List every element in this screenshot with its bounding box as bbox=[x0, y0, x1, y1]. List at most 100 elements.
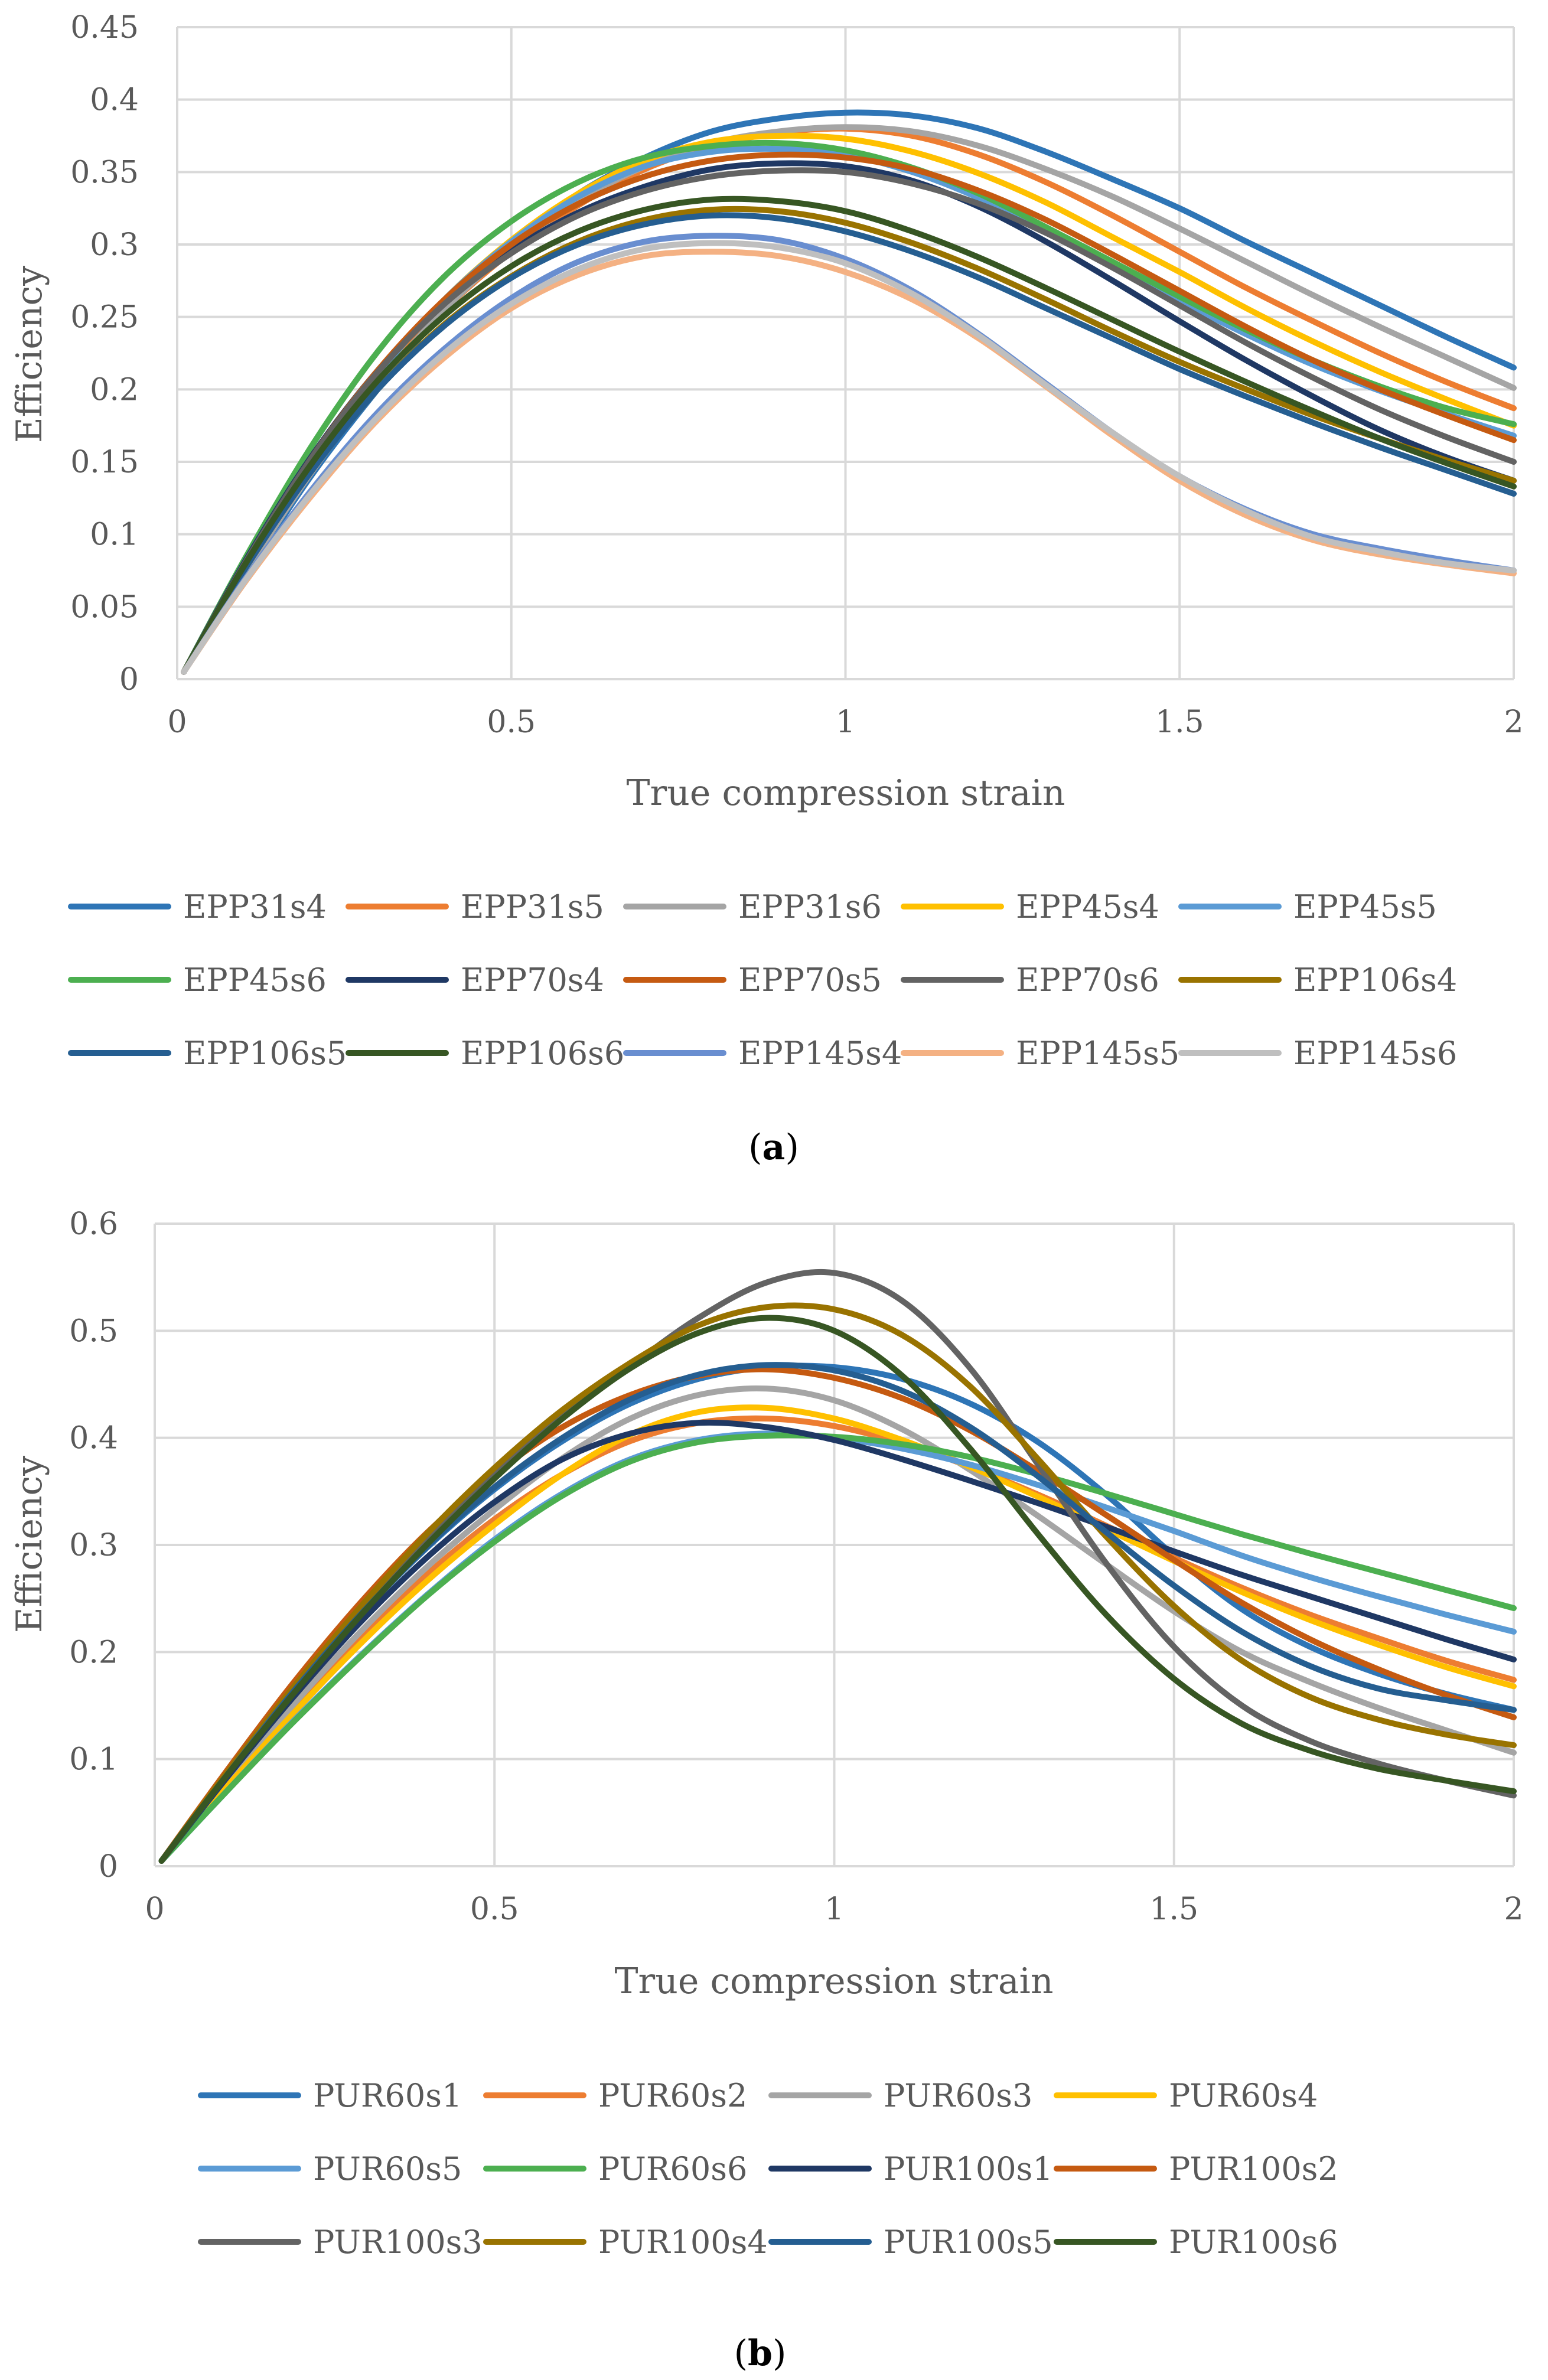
y-tick-label-a-9: 0.45 bbox=[70, 10, 139, 45]
series-line-EPP145s6 bbox=[181, 240, 1517, 675]
series-line-PUR60s2 bbox=[158, 1415, 1517, 1864]
series-line-EPP106s6 bbox=[181, 195, 1517, 675]
legend-label-PUR60s6: PUR60s6 bbox=[598, 2150, 747, 2187]
legend-label-EPP45s6: EPP45s6 bbox=[183, 961, 327, 999]
legend-label-PUR100s2: PUR100s2 bbox=[1169, 2150, 1338, 2187]
legend-item-PUR60s4: PUR60s4 bbox=[1054, 2077, 1318, 2114]
legend-label-EPP45s4: EPP45s4 bbox=[1016, 888, 1159, 925]
x-tick-label-b-1: 0.5 bbox=[470, 1892, 519, 1927]
legend-label-EPP106s5: EPP106s5 bbox=[183, 1035, 347, 1072]
legend-label-PUR60s2: PUR60s2 bbox=[598, 2077, 747, 2114]
x-axis-title-a: True compression strain bbox=[627, 772, 1065, 814]
y-tick-labels-b: 0 0.1 0.2 0.3 0.4 0.5 0.6 bbox=[69, 1207, 118, 1885]
y-tick-label-a-8: 0.4 bbox=[90, 83, 139, 118]
y-tick-label-a-4: 0.2 bbox=[90, 372, 139, 407]
legend-label-PUR60s5: PUR60s5 bbox=[313, 2150, 462, 2187]
x-tick-label-a-0: 0 bbox=[167, 705, 187, 740]
series-line-PUR100s3 bbox=[158, 1269, 1517, 1864]
legend-label-EPP145s6: EPP145s6 bbox=[1293, 1035, 1457, 1072]
legend-item-EPP145s6: EPP145s6 bbox=[1178, 1035, 1457, 1072]
y-tick-label-a-7: 0.35 bbox=[70, 155, 139, 190]
x-tick-label-a-4: 2 bbox=[1504, 705, 1523, 740]
gridlines-b bbox=[154, 1222, 1515, 1867]
legend-item-EPP70s4: EPP70s4 bbox=[346, 961, 604, 999]
x-tick-labels-a: 0 0.5 1 1.5 2 bbox=[167, 705, 1523, 740]
series-line-EPP70s6 bbox=[181, 167, 1517, 675]
legend-label-PUR60s1: PUR60s1 bbox=[313, 2077, 462, 2114]
series-line-EPP31s4 bbox=[181, 109, 1517, 675]
y-tick-label-a-2: 0.1 bbox=[90, 517, 139, 553]
y-tick-label-a-3: 0.15 bbox=[70, 445, 139, 480]
y-tick-label-b-3: 0.3 bbox=[69, 1528, 118, 1563]
legend-label-EPP70s5: EPP70s5 bbox=[738, 961, 882, 999]
legend-item-PUR60s2: PUR60s2 bbox=[483, 2077, 747, 2114]
legend-item-PUR60s6: PUR60s6 bbox=[483, 2150, 747, 2187]
legend-item-EPP45s6: EPP45s6 bbox=[68, 961, 327, 999]
legend-item-EPP145s4: EPP145s4 bbox=[623, 1035, 902, 1072]
x-tick-label-b-2: 1 bbox=[824, 1892, 844, 1927]
caption-label-a: a bbox=[762, 1127, 786, 1168]
legend-label-EPP145s4: EPP145s4 bbox=[738, 1035, 902, 1072]
y-tick-label-b-5: 0.5 bbox=[69, 1313, 118, 1349]
y-tick-label-a-6: 0.3 bbox=[90, 227, 139, 263]
legend-label-EPP145s5: EPP145s5 bbox=[1016, 1035, 1179, 1072]
legend-item-PUR60s5: PUR60s5 bbox=[198, 2150, 462, 2187]
legend-item-EPP106s4: EPP106s4 bbox=[1178, 961, 1457, 999]
legend-label-EPP106s4: EPP106s4 bbox=[1293, 961, 1457, 999]
legend-item-PUR60s1: PUR60s1 bbox=[198, 2077, 462, 2114]
series-lines-b bbox=[158, 1269, 1517, 1864]
legend-label-EPP70s4: EPP70s4 bbox=[461, 961, 604, 999]
legend-item-EPP31s6: EPP31s6 bbox=[623, 888, 882, 925]
legend-item-EPP70s5: EPP70s5 bbox=[623, 961, 882, 999]
legend-item-EPP145s5: EPP145s5 bbox=[901, 1035, 1179, 1072]
caption-b: (b) bbox=[734, 2333, 787, 2374]
legend-label-EPP106s6: EPP106s6 bbox=[461, 1035, 624, 1072]
y-tick-label-b-6: 0.6 bbox=[69, 1207, 118, 1242]
y-tick-label-b-0: 0 bbox=[99, 1849, 118, 1885]
legend-label-EPP45s5: EPP45s5 bbox=[1293, 888, 1437, 925]
legend-label-EPP70s6: EPP70s6 bbox=[1016, 961, 1159, 999]
legend-item-EPP45s4: EPP45s4 bbox=[901, 888, 1159, 925]
legend-a: EPP31s4 EPP31s5 EPP31s6 EPP45s4 EPP45s5 EPP45… bbox=[68, 888, 1457, 1072]
y-tick-label-a-5: 0.25 bbox=[70, 300, 139, 335]
y-tick-label-b-1: 0.1 bbox=[69, 1742, 118, 1778]
y-tick-label-b-2: 0.2 bbox=[69, 1635, 118, 1670]
legend-item-EPP106s5: EPP106s5 bbox=[68, 1035, 347, 1072]
x-tick-label-b-4: 2 bbox=[1504, 1892, 1523, 1927]
series-lines-a bbox=[181, 109, 1517, 675]
legend-item-PUR100s6: PUR100s6 bbox=[1054, 2223, 1338, 2261]
x-tick-label-b-0: 0 bbox=[145, 1892, 164, 1927]
series-line-EPP106s5 bbox=[181, 212, 1517, 675]
legend-label-PUR60s3: PUR60s3 bbox=[884, 2077, 1032, 2114]
legend-item-PUR100s5: PUR100s5 bbox=[768, 2223, 1053, 2261]
legend-label-EPP31s5: EPP31s5 bbox=[461, 888, 604, 925]
chart-panel-a: 0 0.05 0.1 0.15 0.2 0.25 0.3 0.35 0.4 0.45 0 0.5 1 1… bbox=[9, 10, 1524, 1168]
chart-panel-b: 0 0.1 0.2 0.3 0.4 0.5 0.6 0 0.5 1 1.5 2 Efficiency… bbox=[9, 1207, 1524, 2374]
y-tick-label-a-0: 0 bbox=[119, 662, 139, 697]
y-axis-title-a: Efficiency bbox=[9, 266, 50, 443]
x-tick-label-a-3: 1.5 bbox=[1155, 705, 1204, 740]
y-tick-label-a-1: 0.05 bbox=[70, 589, 139, 625]
legend-item-EPP31s5: EPP31s5 bbox=[346, 888, 604, 925]
series-line-PUR100s4 bbox=[158, 1302, 1517, 1864]
legend-item-EPP31s4: EPP31s4 bbox=[68, 888, 327, 925]
y-axis-title-b: Efficiency bbox=[9, 1456, 50, 1633]
legend-label-EPP31s4: EPP31s4 bbox=[183, 888, 327, 925]
legend-item-EPP70s6: EPP70s6 bbox=[901, 961, 1159, 999]
legend-label-PUR100s5: PUR100s5 bbox=[884, 2223, 1053, 2261]
legend-label-PUR100s1: PUR100s1 bbox=[884, 2150, 1053, 2187]
legend-label-PUR100s3: PUR100s3 bbox=[313, 2223, 483, 2261]
series-line-PUR100s1 bbox=[158, 1419, 1517, 1864]
series-line-PUR100s6 bbox=[158, 1315, 1517, 1864]
series-line-PUR60s4 bbox=[158, 1404, 1517, 1864]
x-tick-label-a-1: 0.5 bbox=[487, 705, 536, 740]
legend-b: PUR60s1 PUR60s2 PUR60s3 PUR60s4 PUR60s5 PUR60… bbox=[198, 2077, 1338, 2261]
x-tick-label-a-2: 1 bbox=[836, 705, 855, 740]
legend-item-PUR100s4: PUR100s4 bbox=[483, 2223, 768, 2261]
y-tick-label-b-4: 0.4 bbox=[69, 1421, 118, 1456]
caption-label-b: b bbox=[748, 2333, 773, 2374]
legend-item-EPP106s6: EPP106s6 bbox=[346, 1035, 624, 1072]
legend-label-PUR100s4: PUR100s4 bbox=[598, 2223, 768, 2261]
legend-label-EPP31s6: EPP31s6 bbox=[738, 888, 882, 925]
